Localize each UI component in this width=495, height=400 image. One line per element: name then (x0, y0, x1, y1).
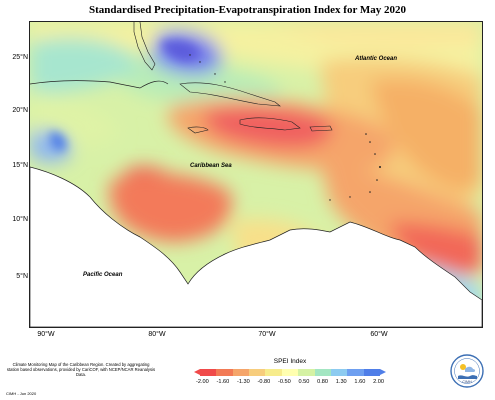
legend-cap-low (194, 369, 200, 375)
legend-swatch (330, 369, 348, 376)
logo-text: CIMH (462, 380, 472, 384)
lat-label-20n: 20°N (12, 107, 28, 114)
lat-label-10n: 10°N (12, 216, 28, 223)
legend-tick-label: -0.80 (257, 379, 271, 385)
legend-tick-label: -0.50 (278, 379, 291, 385)
legend-tick-label: -1.30 (237, 379, 250, 385)
lat-label-5n: 5°N (16, 273, 28, 280)
legend-title: SPEI Index (273, 358, 307, 365)
legend-cap-high (379, 369, 386, 375)
legend-tick-label: -1.60 (216, 379, 230, 385)
cimh-logo: CIMH (450, 354, 484, 388)
legend-swatch (347, 369, 364, 376)
lon-label-80w: 80°W (148, 331, 166, 338)
legend-tick-label: 1.60 (354, 379, 366, 385)
legend-ticks: -2.00 -1.60 -1.30 -0.80 -0.50 0.50 0.80 1.30 1.6… (196, 379, 384, 385)
legend-swatch (363, 369, 380, 376)
lat-label-15n: 15°N (12, 162, 28, 169)
legend-colorbar (194, 369, 386, 376)
legend-tick-label: 1.30 (335, 379, 347, 385)
legend-swatch (281, 369, 299, 376)
label-atlantic-ocean: Atlantic Ocean (355, 56, 398, 62)
footnote-stamp: CIMH - Jun 2020 (6, 391, 37, 396)
map-title: Standardised Precipitation-Evapotranspir… (88, 4, 407, 16)
legend-swatch (265, 369, 282, 376)
legend-tick-label: 0.80 (317, 379, 329, 385)
legend-swatch (249, 369, 266, 376)
legend-swatch (232, 369, 250, 376)
lon-label-90w: 90°W (37, 331, 55, 338)
legend-tick-label: 2.00 (373, 379, 384, 385)
spei-map-canvas (30, 22, 482, 327)
lon-label-70w: 70°W (258, 331, 276, 338)
legend-swatch (200, 369, 217, 376)
legend-tick-label: 0.50 (298, 379, 310, 385)
legend-swatch (314, 369, 331, 376)
label-caribbean-sea: Caribbean Sea (190, 163, 232, 169)
spei-field (30, 22, 482, 327)
lat-label-25n: 25°N (12, 54, 28, 61)
legend-tick-label: -2.00 (196, 379, 209, 385)
legend-swatch (298, 369, 315, 376)
label-pacific-ocean: Pacific Ocean (83, 272, 123, 278)
legend-swatch (216, 369, 233, 376)
spei-map (29, 21, 483, 328)
land-masses (30, 22, 482, 327)
footnote-description: Climate Monitoring Map of the Caribbean … (6, 362, 156, 378)
lon-label-60w: 60°W (370, 331, 388, 338)
